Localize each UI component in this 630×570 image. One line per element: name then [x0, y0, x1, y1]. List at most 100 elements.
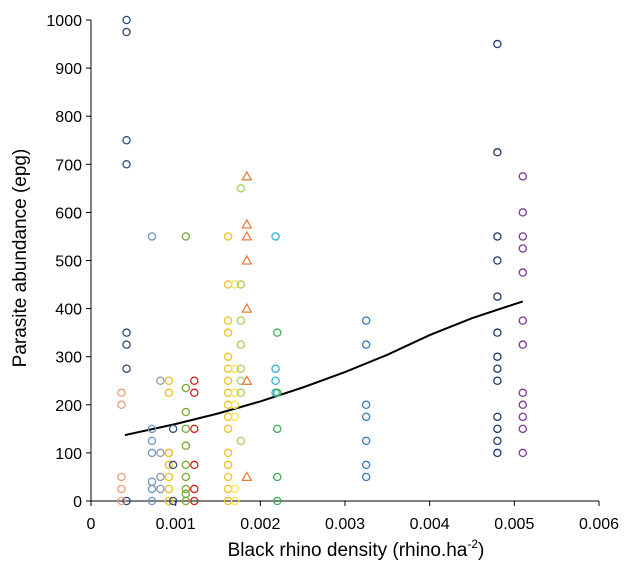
- data-point: [164, 388, 174, 398]
- data-point: [122, 27, 131, 37]
- data-point: [164, 472, 174, 482]
- data-point: [181, 496, 191, 506]
- data-point: [168, 424, 178, 434]
- data-point: [117, 496, 126, 506]
- data-point: [122, 160, 131, 169]
- data-point-triangle: [241, 471, 253, 482]
- data-point: [518, 400, 528, 410]
- data-point: [223, 472, 233, 482]
- data-point: [230, 400, 240, 410]
- data-point: [117, 400, 126, 410]
- data-point: [493, 292, 502, 301]
- data-point: [181, 407, 191, 417]
- data-point: [122, 135, 131, 145]
- data-point: [273, 472, 282, 482]
- data-point: [181, 424, 191, 434]
- data-point: [493, 448, 502, 458]
- data-point: [230, 364, 240, 373]
- data-point-triangle: [241, 254, 253, 265]
- data-point: [271, 232, 280, 241]
- data-point-triangle: [241, 302, 253, 313]
- data-point: [122, 364, 131, 373]
- data-point: [271, 364, 280, 373]
- x-tick-label: 0.002: [240, 516, 280, 533]
- data-point: [493, 412, 502, 422]
- data-point: [147, 448, 157, 458]
- data-point: [493, 148, 502, 157]
- data-point: [181, 489, 191, 499]
- x-axis-title: Black rhino density (rhino.ha-2): [228, 537, 485, 561]
- data-point: [361, 340, 371, 349]
- x-tick-label: 0.001: [156, 516, 196, 533]
- data-point: [493, 352, 502, 361]
- y-tick-label: 500: [55, 254, 82, 271]
- y-tick-label: 1000: [46, 13, 82, 30]
- data-point: [236, 364, 246, 373]
- data-point: [493, 436, 502, 446]
- x-tick-label: 0: [87, 516, 96, 533]
- data-point: [518, 424, 528, 434]
- x-tick-label: 0.004: [410, 516, 450, 533]
- data-point: [122, 340, 131, 349]
- data-point: [164, 484, 174, 494]
- trend-line-layer: [124, 300, 524, 437]
- data-point-triangle: [241, 218, 253, 229]
- data-point: [181, 460, 191, 470]
- data-point: [164, 460, 174, 470]
- data-point: [361, 460, 371, 470]
- data-point: [230, 484, 240, 494]
- data-point: [518, 412, 528, 422]
- data-point: [236, 436, 246, 446]
- data-point: [361, 436, 371, 446]
- data-point: [236, 184, 246, 193]
- data-points-layer: [117, 15, 528, 506]
- data-point: [236, 280, 246, 289]
- y-tick-label: 100: [55, 446, 82, 463]
- data-point: [223, 316, 233, 325]
- data-point: [230, 496, 240, 506]
- data-point: [230, 388, 240, 398]
- data-point: [168, 460, 178, 470]
- data-point: [181, 472, 191, 482]
- data-point: [518, 232, 528, 241]
- data-point-triangle: [241, 374, 253, 385]
- data-point: [230, 280, 240, 289]
- data-point: [230, 412, 240, 422]
- data-point: [190, 484, 199, 494]
- data-point: [122, 496, 131, 506]
- data-point: [156, 472, 165, 482]
- y-tick-label: 900: [55, 61, 82, 78]
- data-point: [117, 388, 126, 398]
- data-point: [147, 424, 157, 434]
- data-point: [518, 244, 528, 253]
- data-point: [181, 232, 191, 241]
- data-point: [273, 388, 282, 398]
- x-tick-label: 0.005: [494, 516, 534, 533]
- data-point: [493, 364, 502, 373]
- data-point: [117, 472, 126, 482]
- y-tick-label: 800: [55, 109, 82, 126]
- data-point: [147, 477, 157, 487]
- data-point: [223, 328, 233, 337]
- data-point: [147, 232, 157, 241]
- trend-line: [124, 300, 524, 437]
- data-point: [223, 280, 233, 289]
- data-point: [223, 412, 233, 422]
- data-point: [223, 388, 233, 398]
- data-point: [493, 424, 502, 434]
- data-point: [147, 436, 157, 446]
- y-tick-label: 400: [55, 302, 82, 319]
- data-point: [518, 388, 528, 398]
- data-point: [147, 496, 157, 506]
- x-tick-label: 0.003: [325, 516, 365, 533]
- data-point: [164, 496, 174, 506]
- data-point: [273, 328, 282, 337]
- data-point: [156, 484, 165, 494]
- y-tick-label: 600: [55, 205, 82, 222]
- data-point: [190, 496, 199, 506]
- data-point: [117, 484, 126, 494]
- data-point: [518, 208, 528, 217]
- data-point: [361, 412, 371, 422]
- data-point-triangle: [241, 170, 253, 181]
- axes-layer: 0 100 200 300 400 500 600 700 800 900 1000 0 0.001 0.…: [46, 13, 619, 533]
